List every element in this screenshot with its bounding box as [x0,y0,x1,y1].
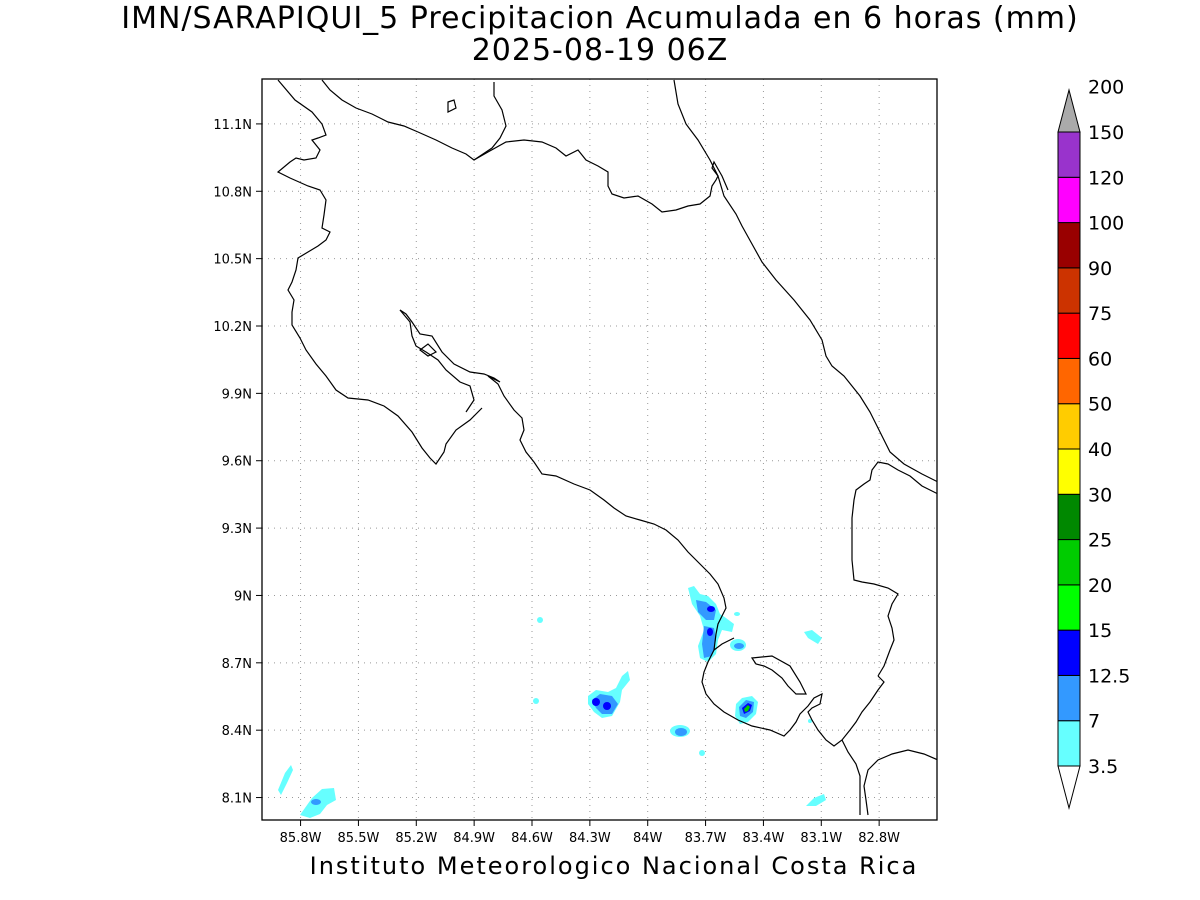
lat-tick-label: 10.5N [213,253,252,268]
rain-blip-2 [533,698,539,704]
lon-tick-label: 84.3W [569,831,611,846]
lat-tick-label: 8.7N [222,657,252,672]
rain-blip-3 [699,750,705,756]
colorbar-label: 30 [1088,484,1112,506]
colorbar-swatch [1057,131,1081,178]
colorbar-label: 15 [1088,620,1112,642]
colorbar-swatch [1057,267,1081,314]
colorbar-label: 20 [1088,575,1112,597]
lat-tick-label: 8.1N [222,792,252,807]
lat-tick-label: 10.2N [213,320,252,335]
lon-tick-label: 85.8W [280,831,322,846]
colorbar-swatch [1057,584,1081,631]
colorbar-swatch [1057,222,1081,269]
lat-tick-label: 9.3N [222,522,252,537]
lon-tick-label: 84.6W [511,831,553,846]
colorbar-label: 25 [1088,530,1112,552]
colorbar-label: 3.5 [1088,756,1118,778]
colorbar-swatch [1057,312,1081,359]
map-title: IMN/SARAPIQUI_5 Precipitacion Acumulada … [121,1,1079,36]
colorbar-label: 120 [1088,167,1124,189]
colorbar-label: 150 [1088,122,1124,144]
colorbar-swatch [1057,674,1081,722]
credit-footer: Instituto Meteorologico Nacional Costa R… [309,852,919,880]
colorbar-label: 7 [1088,711,1100,733]
colorbar-swatch [1057,493,1081,541]
colorbar-label: 40 [1088,439,1112,461]
colorbar-label: 12.5 [1088,665,1130,687]
colorbar-swatch [1057,629,1081,676]
lat-tick-label: 8.4N [222,724,252,739]
colorbar-swatch [1057,720,1081,767]
colorbar-label: 90 [1088,258,1112,280]
lat-tick-label: 10.8N [213,185,252,200]
colorbar-label: 60 [1088,348,1112,370]
lon-tick-label: 83.7W [685,831,727,846]
rain-cell-osa [735,696,758,724]
lat-tick-label: 9N [234,589,252,604]
colorbar-swatch [1057,448,1081,495]
rain-cell-south-east [806,794,826,806]
colorbar: 3.5 7 12.5 15 20 25 30 40 50 60 75 90 100 120 150 200 [1057,77,1130,810]
colorbar-swatch [1057,539,1081,586]
lat-tick-label: 11.1N [213,118,252,133]
lon-tick-label: 84.9W [453,831,495,846]
colorbar-arrow-high [1057,88,1081,133]
colorbar-label: 100 [1088,213,1124,235]
rain-cell-far-southwest [278,765,336,818]
lon-tick-label: 85.5W [338,831,380,846]
lon-tick-label: 85.2W [395,831,437,846]
axis-ticks: 85.8W 85.5W 85.2W 84.9W 84.6W 84.3W 84W 83.7W 83… [213,118,900,846]
rain-blip-1 [537,617,543,623]
rain-blip-4 [808,719,812,723]
colorbar-swatch [1057,403,1081,450]
colorbar-swatch [1057,176,1081,224]
colorbar-arrow-low [1057,765,1081,810]
lon-tick-label: 83.4W [743,831,785,846]
rain-cell-golfo-dulce [804,630,822,644]
colorbar-label: 50 [1088,394,1112,416]
lat-tick-label: 9.6N [222,455,252,470]
colorbar-label: 200 [1088,77,1124,99]
rain-cell-offshore-west [588,671,630,718]
coastline [276,79,937,816]
lat-tick-label: 9.9N [222,387,252,402]
lon-tick-label: 84W [633,831,663,846]
rain-cell-central-pacific [688,586,746,662]
precipitation-layer [278,586,826,818]
lon-tick-label: 83.1W [800,831,842,846]
rain-cell-offshore-south [670,725,690,737]
map-frame [261,78,938,821]
map-valid-time: 2025-08-19 06Z [471,33,729,68]
colorbar-swatch [1057,357,1081,405]
colorbar-label: 75 [1088,303,1112,325]
lon-tick-label: 82.8W [858,831,900,846]
